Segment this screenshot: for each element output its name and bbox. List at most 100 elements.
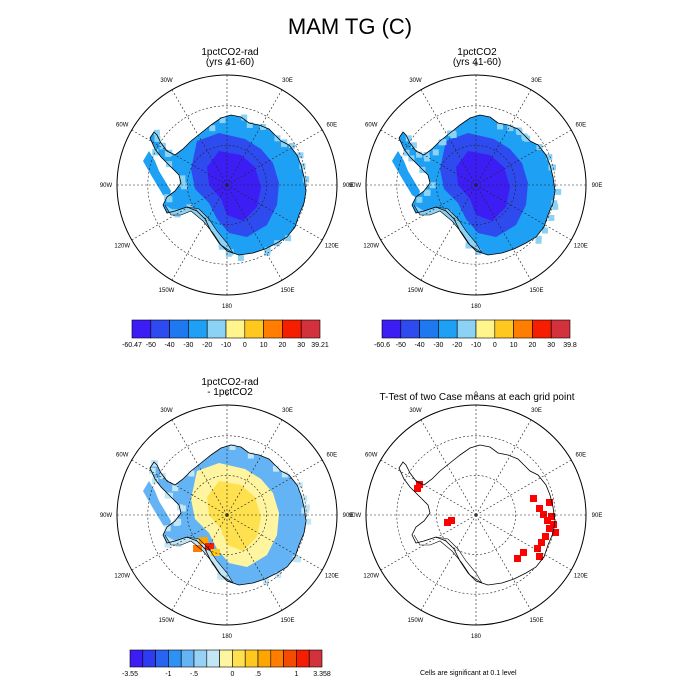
colorbar-tick-label: -10	[471, 342, 481, 349]
field-margin-cell	[219, 117, 226, 124]
field-core-region	[456, 151, 510, 221]
field-margin-cell	[546, 154, 553, 161]
colorbar-tick-label: -40	[415, 342, 425, 349]
field-margin-cell	[166, 149, 173, 156]
colorbar-tick-label: 39.21	[311, 342, 329, 349]
map-border	[365, 404, 587, 626]
field-margin-cell	[218, 241, 225, 248]
colorbar-tick-label: 10	[260, 342, 268, 349]
parallel-circle	[187, 475, 267, 555]
colorbar-swatch	[142, 649, 156, 668]
field-margin-cell	[548, 214, 555, 221]
panel2-title-line1: 1pctCO2	[457, 47, 497, 58]
field-margin-cell	[450, 130, 457, 137]
longitude-label: 150E	[529, 618, 543, 624]
significant-cell	[536, 505, 543, 512]
parallel-circle	[396, 435, 556, 595]
colorbar-swatch	[129, 649, 144, 668]
field-margin-cell	[429, 182, 436, 189]
field-margin-cell	[272, 465, 279, 472]
longitude-label: 30W	[160, 78, 173, 84]
colorbar-swatch	[206, 649, 220, 668]
field-margin-cell	[211, 559, 218, 566]
longitude-label: 0	[225, 392, 229, 398]
longitude-label: 150E	[280, 618, 294, 624]
panel4-title-line1: T-Test of two Case means at each grid po…	[379, 392, 575, 403]
map-panel-1: 0 30E 60E 90E 120E 150E 180 150W 120W 90W 60W 30W	[100, 62, 354, 310]
colorbar-swatch	[419, 319, 439, 339]
longitude-label: 120W	[114, 574, 130, 580]
colorbar-swatch	[282, 319, 302, 339]
longitude-label: 150W	[159, 288, 175, 294]
colorbar-swatch	[283, 649, 297, 668]
longitude-label: 180	[222, 304, 233, 310]
field-margin-cell	[416, 151, 423, 158]
map-panel-3: 0 30E 60E 90E 120E 150E 180 150W 120W 90W 60W 30W	[100, 392, 354, 640]
colorbar-tick-label: -1	[165, 671, 171, 678]
field-margin-cell	[515, 127, 522, 134]
colorbar-swatch	[155, 649, 169, 668]
longitude-label: 60E	[326, 123, 337, 129]
longitude-label: 180	[471, 304, 482, 310]
field-margin-cell	[166, 196, 173, 203]
colorbar-tick-label: 0	[493, 342, 497, 349]
longitude-label: 180	[222, 634, 233, 640]
significant-cell	[546, 525, 553, 532]
field-margin-cell	[237, 254, 244, 261]
field-margin-cell	[264, 249, 271, 256]
longitude-label: 90E	[592, 513, 603, 519]
longitude-label: 0	[474, 62, 478, 68]
field-margin-cell	[305, 518, 312, 525]
field-margin-cell	[152, 477, 159, 484]
significant-cell	[534, 545, 541, 552]
longitude-label: 90W	[100, 513, 113, 519]
longitude-label: 150W	[159, 618, 175, 624]
longitude-label: 90W	[100, 183, 113, 189]
colorbar-swatch	[532, 319, 552, 339]
field-margin-cell	[173, 518, 180, 525]
significant-cell	[536, 553, 543, 560]
field-margin-cell	[274, 135, 281, 142]
field-margin-cell	[405, 135, 412, 142]
colorbar-swatch	[475, 319, 496, 339]
colorbar-tick-label: -60.6	[374, 342, 390, 349]
anomaly-cell	[205, 543, 214, 550]
field-margin-cell	[285, 235, 292, 242]
field-margin-cell	[535, 237, 542, 244]
colorbar-tick-label: -.5	[190, 671, 198, 678]
longitude-label: 60E	[575, 453, 586, 459]
field-margin-cell	[152, 149, 159, 156]
longitude-label: 60W	[365, 123, 378, 129]
parallel-circle	[147, 105, 307, 265]
longitude-label: 150W	[408, 288, 424, 294]
colorbar-tick-label: -20	[202, 342, 212, 349]
field-margin-cell	[151, 460, 158, 467]
longitude-label: 120W	[363, 574, 379, 580]
colorbar-swatch	[193, 649, 208, 668]
colorbar-swatch	[188, 319, 208, 339]
field-margin-cell	[229, 443, 236, 450]
colorbar-swatch	[225, 319, 246, 339]
colorbar-tick-label: -60.47	[122, 342, 142, 349]
significant-cell	[448, 517, 455, 524]
map-border	[365, 74, 587, 296]
field-margin-cell	[149, 467, 156, 474]
parallel-circle	[436, 475, 516, 555]
field-margin-cell	[154, 135, 161, 142]
significant-cells	[414, 481, 559, 562]
colorbar-tick-label: -50	[396, 342, 406, 349]
significant-cell	[520, 549, 527, 556]
field-margin-cell	[552, 203, 559, 210]
longitude-label: 120E	[325, 244, 339, 250]
field-peninsula-region	[392, 151, 420, 199]
longitude-label: 180	[471, 634, 482, 640]
field-margin-cell	[507, 125, 514, 132]
field-margin-cell	[440, 139, 447, 146]
colorbar-swatch	[206, 319, 227, 339]
map-border	[116, 404, 338, 626]
longitude-label: 150W	[408, 618, 424, 624]
field-margin-cell	[541, 227, 548, 234]
panel3-title: 1pctCO2-rad - 1pctCO2	[115, 378, 345, 398]
field-margin-cell	[209, 125, 216, 132]
